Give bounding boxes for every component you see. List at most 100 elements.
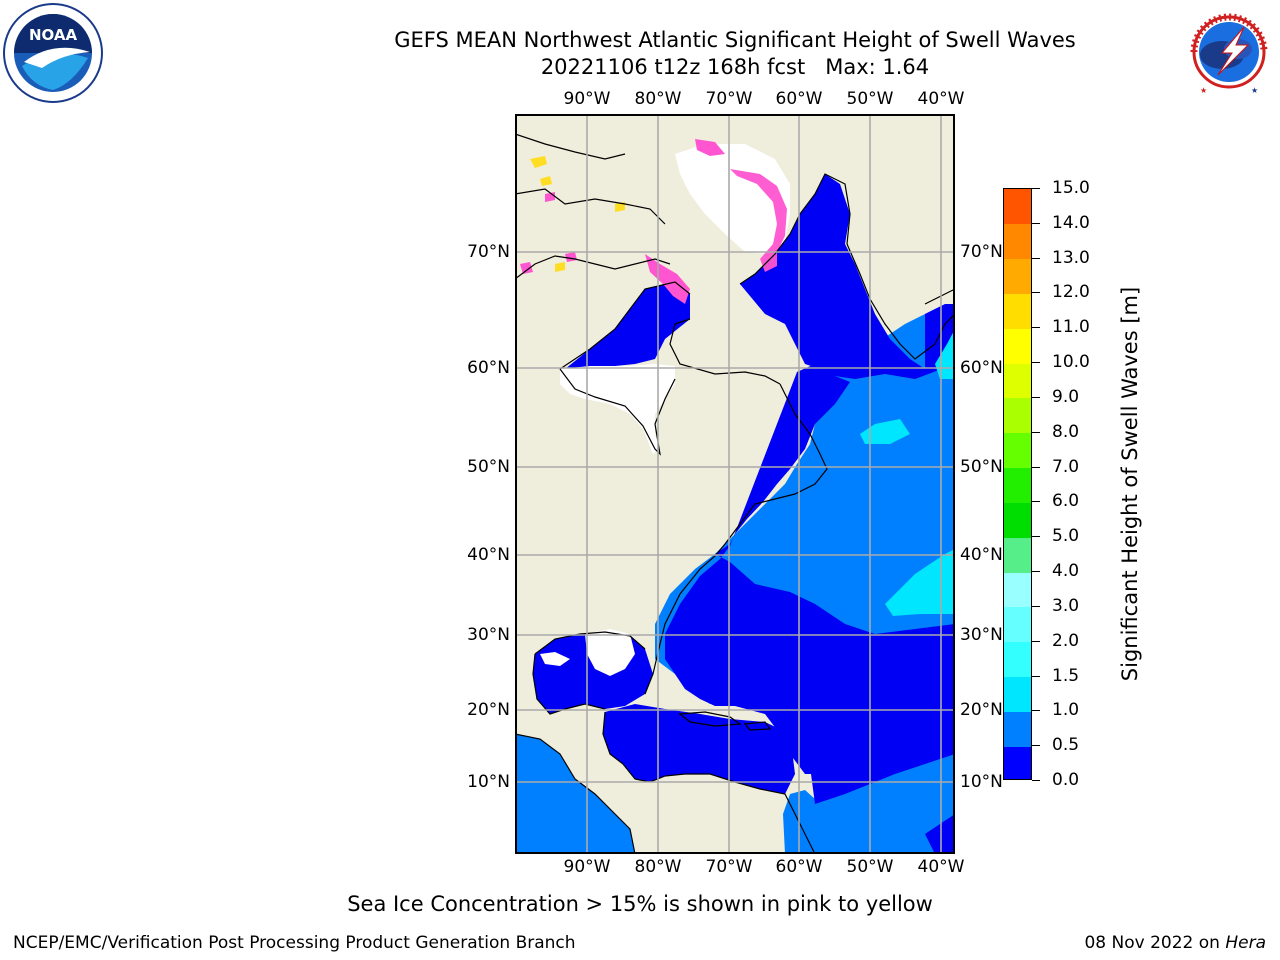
colorbar-segment xyxy=(1004,363,1031,399)
colorbar-tick xyxy=(1032,362,1040,363)
ocean-mid-region xyxy=(515,734,635,854)
map-subtitle: 20221106 t12z 168h fcst Max: 1.64 xyxy=(540,55,930,79)
map-frame xyxy=(515,114,955,854)
colorbar-segment xyxy=(1004,676,1031,712)
svg-text:★: ★ xyxy=(1251,86,1258,95)
noaa-logo: NOAA xyxy=(3,3,103,103)
colorbar-tick xyxy=(1032,536,1040,537)
ocean-low-region xyxy=(740,174,955,379)
lon-label-top: 60°W xyxy=(775,89,823,109)
colorbar xyxy=(1003,188,1032,780)
colorbar-segment xyxy=(1004,293,1031,329)
svg-text:★: ★ xyxy=(1200,86,1207,95)
lat-label-left: 70°N xyxy=(467,242,510,262)
lat-label-right: 10°N xyxy=(960,772,1003,792)
gulf-nodata xyxy=(540,652,570,666)
sea-ice-caption: Sea Ice Concentration > 15% is shown in … xyxy=(347,892,933,916)
colorbar-tick-label: 9.0 xyxy=(1052,387,1080,407)
lon-label-top: 70°W xyxy=(705,89,753,109)
colorbar-segment xyxy=(1004,641,1031,678)
colorbar-tick xyxy=(1032,467,1040,468)
footer-host: Hera xyxy=(1225,933,1266,953)
colorbar-tick-label: 0.5 xyxy=(1052,735,1080,755)
sea-ice-edge xyxy=(730,169,787,272)
lon-label-bottom: 70°W xyxy=(705,857,753,877)
colorbar-tick xyxy=(1032,710,1040,711)
colorbar-tick xyxy=(1032,501,1040,502)
lat-label-left: 60°N xyxy=(467,358,510,378)
lon-label-bottom: 80°W xyxy=(634,857,682,877)
colorbar-tick-label: 15.0 xyxy=(1052,178,1090,198)
colorbar-segment xyxy=(1004,606,1031,643)
gulf-nodata xyxy=(585,629,635,676)
lat-label-left: 20°N xyxy=(467,700,510,720)
colorbar-tick-label: 14.0 xyxy=(1052,213,1090,233)
lon-label-top: 50°W xyxy=(846,89,894,109)
lon-label-bottom: 40°W xyxy=(917,857,965,877)
swell-height-map xyxy=(515,114,955,854)
map-title: GEFS MEAN Northwest Atlantic Significant… xyxy=(394,28,1076,52)
nws-logo: ★ ★ xyxy=(1180,3,1278,101)
footer-date: 08 Nov 2022 on Hera xyxy=(1084,933,1266,953)
colorbar-segment xyxy=(1004,711,1031,747)
colorbar-tick xyxy=(1032,223,1040,224)
coastlines xyxy=(515,133,955,854)
sea-ice-edge xyxy=(645,254,690,304)
colorbar-tick-label: 1.5 xyxy=(1052,666,1080,686)
lat-label-right: 20°N xyxy=(960,700,1003,720)
colorbar-tick-label: 11.0 xyxy=(1052,317,1090,337)
colorbar-segment xyxy=(1004,537,1031,573)
lat-label-right: 30°N xyxy=(960,625,1003,645)
colorbar-tick-label: 12.0 xyxy=(1052,282,1090,302)
lat-label-left: 50°N xyxy=(467,457,510,477)
colorbar-tick xyxy=(1032,292,1040,293)
colorbar-tick xyxy=(1032,327,1040,328)
colorbar-tick-label: 4.0 xyxy=(1052,561,1080,581)
footer-branch: NCEP/EMC/Verification Post Processing Pr… xyxy=(13,933,576,953)
lon-label-top: 90°W xyxy=(563,89,611,109)
ocean-high-region xyxy=(860,419,910,444)
colorbar-tick xyxy=(1032,780,1040,781)
colorbar-tick-label: 7.0 xyxy=(1052,457,1080,477)
sea-ice-edge xyxy=(520,192,577,274)
colorbar-segment xyxy=(1004,258,1031,294)
noaa-logo-text: NOAA xyxy=(29,26,78,44)
sea-ice-edge xyxy=(695,139,725,156)
ocean-high-region xyxy=(935,329,955,379)
colorbar-tick-label: 13.0 xyxy=(1052,248,1090,268)
colorbar-segment xyxy=(1004,397,1031,434)
colorbar-tick-label: 1.0 xyxy=(1052,700,1080,720)
colorbar-tick-label: 6.0 xyxy=(1052,491,1080,511)
colorbar-tick xyxy=(1032,397,1040,398)
lon-label-bottom: 60°W xyxy=(775,857,823,877)
lon-label-top: 40°W xyxy=(917,89,965,109)
colorbar-tick xyxy=(1032,606,1040,607)
colorbar-segment xyxy=(1004,502,1031,538)
colorbar-tick xyxy=(1032,432,1040,433)
lat-label-left: 40°N xyxy=(467,545,510,565)
colorbar-tick-label: 0.0 xyxy=(1052,770,1080,790)
lat-label-right: 60°N xyxy=(960,358,1003,378)
lat-label-left: 10°N xyxy=(467,772,510,792)
colorbar-segment xyxy=(1004,328,1031,364)
colorbar-tick-label: 2.0 xyxy=(1052,631,1080,651)
lat-label-left: 30°N xyxy=(467,625,510,645)
graticule xyxy=(515,114,955,854)
colorbar-tick-label: 8.0 xyxy=(1052,422,1080,442)
colorbar-tick xyxy=(1032,571,1040,572)
colorbar-segment xyxy=(1004,746,1031,779)
colorbar-tick-label: 5.0 xyxy=(1052,526,1080,546)
colorbar-tick-label: 10.0 xyxy=(1052,352,1090,372)
colorbar-tick xyxy=(1032,745,1040,746)
colorbar-segment xyxy=(1004,467,1031,503)
sea-ice-region xyxy=(675,144,790,254)
lat-label-right: 40°N xyxy=(960,545,1003,565)
colorbar-tick xyxy=(1032,188,1040,189)
lat-label-right: 70°N xyxy=(960,242,1003,262)
lon-label-bottom: 50°W xyxy=(846,857,894,877)
colorbar-segment xyxy=(1004,572,1031,608)
lon-label-top: 80°W xyxy=(634,89,682,109)
ocean-low-region xyxy=(765,634,955,774)
footer-date-text: 08 Nov 2022 on xyxy=(1084,933,1226,953)
colorbar-tick xyxy=(1032,258,1040,259)
